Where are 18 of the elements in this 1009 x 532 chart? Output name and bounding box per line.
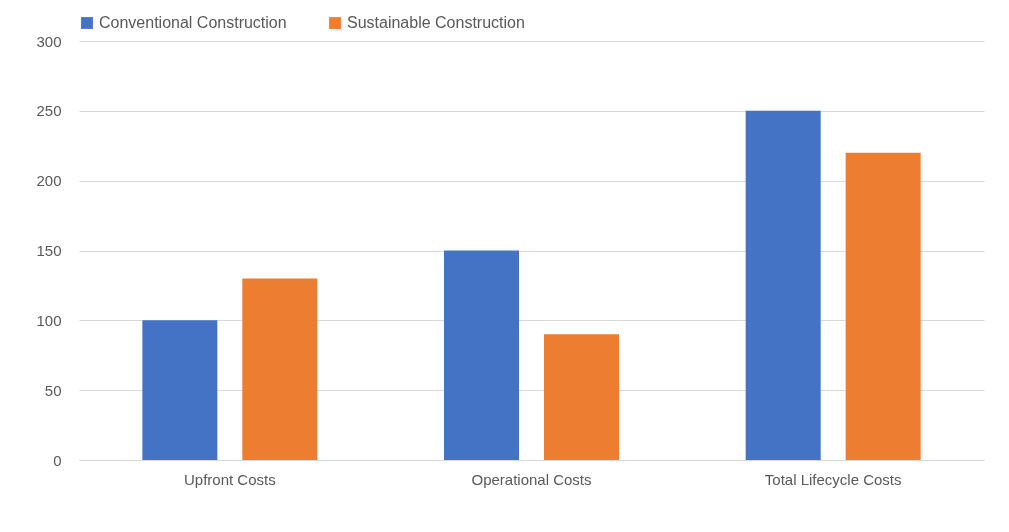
y-tick-label: 200 bbox=[36, 172, 62, 190]
y-tick-label: 50 bbox=[44, 381, 62, 399]
bar bbox=[845, 152, 921, 460]
legend-label: Sustainable Construction bbox=[347, 14, 525, 31]
bar bbox=[242, 278, 318, 460]
bar bbox=[142, 320, 218, 460]
x-tick-label: Total Lifecycle Costs bbox=[764, 470, 902, 488]
x-tick-label: Operational Costs bbox=[471, 470, 592, 488]
y-tick-label: 250 bbox=[36, 102, 62, 120]
x-tick-label: Upfront Costs bbox=[183, 470, 276, 488]
y-tick-label: 100 bbox=[36, 311, 62, 329]
y-tick-label: 300 bbox=[36, 32, 62, 50]
bar bbox=[544, 334, 619, 460]
y-tick-label: 150 bbox=[36, 242, 62, 259]
bar bbox=[444, 250, 519, 460]
legend-label: Conventional Construction bbox=[99, 14, 287, 31]
bar bbox=[745, 110, 821, 460]
y-tick-label: 0 bbox=[53, 451, 62, 469]
